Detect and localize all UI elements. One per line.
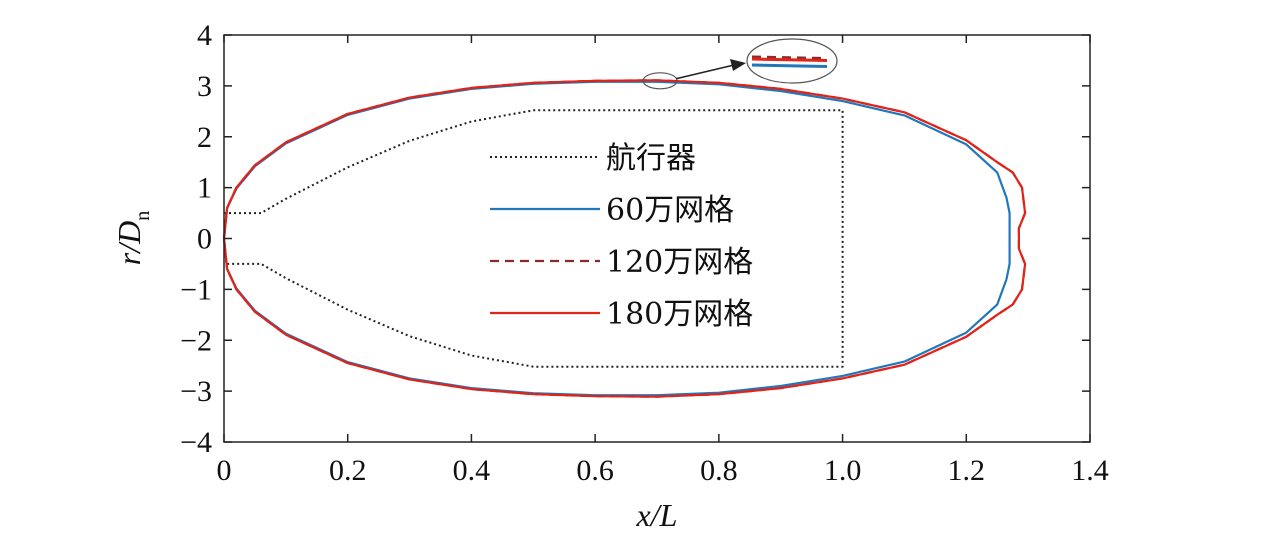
zoom-marker-ellipse — [642, 72, 678, 90]
y-tick-label: −2 — [180, 324, 212, 357]
x-tick-label: 1.4 — [1071, 454, 1109, 487]
plot-frame — [223, 34, 1091, 443]
zoom-callout-ellipse — [746, 38, 838, 84]
ticks-layer: 0 0.2 0.4 0.6 0.8 1.0 1.2 1.4 4 3 2 1 0 −1 −2 −3 −4 — [180, 19, 1109, 487]
y-axis-title-subscript: n — [132, 211, 154, 221]
series-layer — [222, 79, 1027, 398]
series-line — [224, 109, 844, 368]
x-tick-label: 0 — [217, 454, 232, 487]
series-line — [222, 79, 1027, 398]
zoom-callout-line — [751, 57, 828, 62]
y-tick-label: 1 — [197, 172, 212, 205]
y-tick-label: −3 — [180, 375, 212, 408]
x-tick-label: 0.4 — [453, 454, 491, 487]
zoom-callout-line — [751, 55, 828, 60]
legend-label: 航行器 — [606, 141, 696, 176]
legend-label: 120万网格 — [606, 245, 753, 280]
y-tick-label: 4 — [197, 19, 212, 52]
y-tick-label: 2 — [197, 121, 212, 154]
y-tick-label: 3 — [197, 70, 212, 103]
y-axis-title: r/Dn — [111, 211, 154, 265]
zoom-arrow-line — [675, 64, 735, 80]
y-tick-label: −4 — [180, 426, 212, 459]
x-axis-title: x/L — [636, 497, 678, 533]
x-tick-label: 1.2 — [948, 454, 986, 487]
zoom-annotation — [642, 38, 838, 90]
y-axis-title-group: r/Dn — [111, 211, 154, 265]
y-tick-label: 0 — [197, 223, 212, 256]
y-tick-label: −1 — [180, 273, 212, 306]
series-line — [222, 79, 1027, 398]
x-tick-label: 0.8 — [700, 454, 738, 487]
y-axis-title-main: r/D — [111, 221, 147, 265]
legend-label: 60万网格 — [606, 193, 734, 228]
zoom-callout-line — [751, 63, 828, 68]
legend-label: 180万网格 — [606, 297, 753, 332]
x-tick-label: 0.6 — [576, 454, 614, 487]
zoom-arrow-head — [730, 59, 746, 71]
x-tick-label: 0.2 — [329, 454, 367, 487]
series-line — [222, 80, 1011, 397]
x-tick-label: 1.0 — [824, 454, 862, 487]
legend: 航行器 60万网格 120万网格 180万网格 — [490, 141, 753, 332]
